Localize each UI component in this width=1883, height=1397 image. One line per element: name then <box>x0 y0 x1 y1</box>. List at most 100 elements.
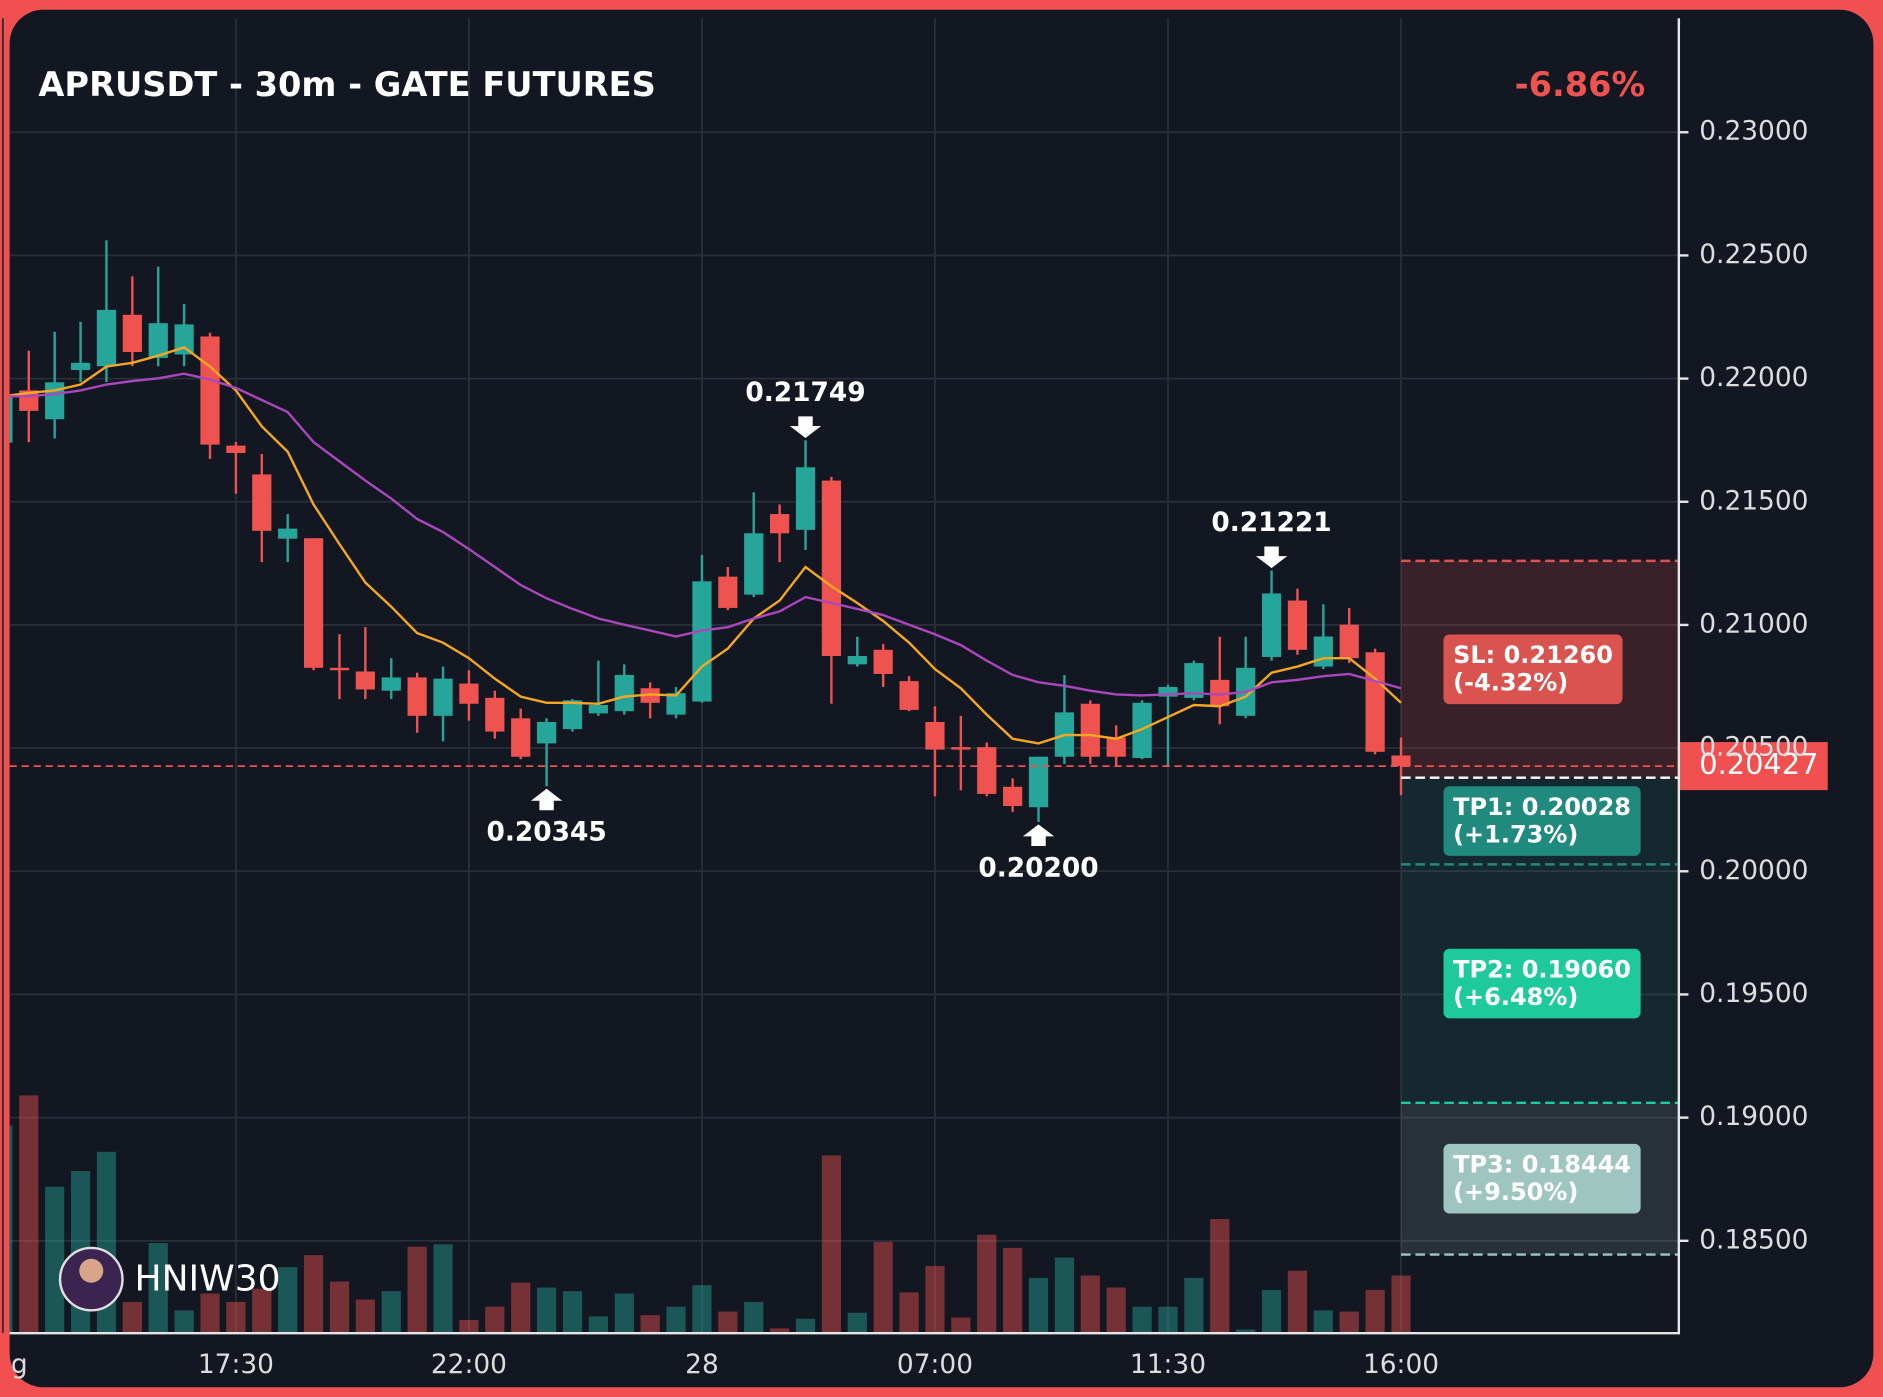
candle-body <box>666 693 686 715</box>
candle-body <box>1287 600 1308 650</box>
volume-bar <box>795 1318 816 1334</box>
candle-body <box>899 681 919 710</box>
moving-average <box>9 345 1402 745</box>
volume-bar <box>1210 1219 1230 1334</box>
y-tick-label: 0.20500 <box>1699 732 1808 763</box>
volume-bar <box>1054 1257 1075 1334</box>
x-tick-label: 16:00 <box>1363 1349 1439 1380</box>
candles <box>9 240 1411 823</box>
y-tick-label: 0.22000 <box>1699 362 1808 393</box>
price-tag-label: 0.20427 <box>1699 747 1818 781</box>
volume-bar <box>1313 1310 1333 1334</box>
volume-bar <box>329 1281 350 1334</box>
volume-bar <box>899 1292 919 1334</box>
volume-bar <box>252 1288 272 1334</box>
volume-bar <box>1028 1277 1049 1334</box>
candle-body <box>770 514 790 534</box>
candle-body <box>1210 679 1230 707</box>
y-tick-label: 0.20000 <box>1699 855 1808 886</box>
candle-body <box>562 700 583 730</box>
volume-bar <box>718 1311 738 1334</box>
candle-body <box>1080 703 1100 757</box>
volume-bar <box>459 1319 479 1334</box>
volume-bar <box>407 1246 427 1334</box>
candle-body <box>1313 636 1333 667</box>
volume-bar <box>174 1310 194 1334</box>
y-tick-label: 0.23000 <box>1699 116 1808 147</box>
volume-bar <box>666 1306 686 1334</box>
overlay: SL: 0.21260(-4.32%) TP1: 0.20028(+1.73%) T… <box>9 377 1828 1256</box>
volume-bar <box>692 1285 712 1334</box>
level-label: (+1.73%) <box>1453 820 1578 848</box>
marker-label: 0.20345 <box>486 817 606 848</box>
volume-bar <box>1132 1306 1152 1334</box>
volume-bar <box>1391 1275 1411 1334</box>
watermark: HNIW30 <box>135 1258 281 1299</box>
volume-bar <box>536 1287 557 1334</box>
volume-bar <box>9 1125 13 1334</box>
level-label: TP3: 0.18444 <box>1453 1151 1631 1179</box>
candle-body <box>433 678 453 716</box>
candle-body <box>200 336 220 445</box>
x-tick-label: 07:00 <box>897 1349 973 1380</box>
candle-body <box>977 747 997 794</box>
chart-title: APRUSDT - 30m - GATE FUTURES <box>38 65 655 104</box>
candle-body <box>1365 652 1385 752</box>
candle-body <box>718 576 738 608</box>
candle-body <box>873 649 893 674</box>
volume-bar <box>19 1095 39 1334</box>
x-tick-label: g <box>11 1349 28 1380</box>
candle-body <box>1028 756 1049 808</box>
volume-bar <box>821 1155 842 1334</box>
volume-bar <box>122 1301 142 1334</box>
volume-bar <box>1261 1289 1282 1334</box>
y-tick-label: 0.19000 <box>1699 1101 1808 1132</box>
level-label: (-4.32%) <box>1453 669 1568 697</box>
volume-bar <box>148 1243 168 1334</box>
volume-bar <box>1003 1247 1023 1334</box>
candle-body <box>821 480 842 656</box>
candle-body <box>1261 593 1282 657</box>
candle-body <box>381 677 401 691</box>
marker-label: 0.21221 <box>1211 507 1331 538</box>
candle-body <box>485 697 505 732</box>
volume-bar <box>614 1293 634 1334</box>
candle-body <box>174 324 194 355</box>
volume <box>9 1095 1411 1334</box>
candle-body <box>614 674 634 712</box>
y-tick-label: 0.21500 <box>1699 485 1808 516</box>
volume-bar <box>1339 1311 1359 1334</box>
marker-arrow <box>530 788 563 811</box>
marker-arrow <box>789 416 822 439</box>
candle-body <box>122 314 142 352</box>
candle-body <box>1184 663 1204 698</box>
volume-bar <box>45 1186 65 1334</box>
level-label: (+9.50%) <box>1453 1178 1578 1206</box>
candle-body <box>795 467 816 530</box>
marker-label: 0.21749 <box>745 377 865 408</box>
volume-bar <box>588 1316 608 1334</box>
volume-bar <box>303 1255 324 1334</box>
volume-bar <box>278 1267 298 1334</box>
volume-bar <box>1080 1275 1100 1334</box>
candle-body <box>278 528 298 539</box>
volume-bar <box>977 1234 997 1334</box>
price-tag <box>1678 742 1828 791</box>
candle-body <box>951 747 971 750</box>
y-tick-label: 0.22500 <box>1699 239 1808 270</box>
volume-bar <box>873 1241 893 1334</box>
level-label: TP1: 0.20028 <box>1453 793 1631 821</box>
candle-body <box>925 721 945 750</box>
marker-arrow <box>1022 824 1055 847</box>
volume-bar <box>1236 1329 1256 1334</box>
level-box <box>1443 786 1641 856</box>
candle-body <box>1158 687 1178 697</box>
volume-bar <box>511 1282 531 1334</box>
x-tick-label: 11:30 <box>1130 1349 1206 1380</box>
candle-body <box>1106 737 1126 757</box>
volume-bar <box>847 1312 867 1334</box>
volume-bar <box>485 1306 505 1334</box>
candle-body <box>692 581 712 702</box>
level-box <box>1443 948 1641 1019</box>
candle-body <box>329 667 350 671</box>
